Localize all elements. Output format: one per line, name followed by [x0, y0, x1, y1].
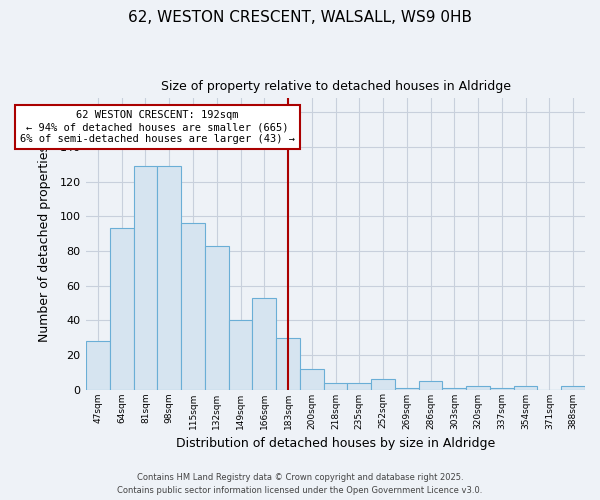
Bar: [229, 320, 253, 390]
X-axis label: Distribution of detached houses by size in Aldridge: Distribution of detached houses by size …: [176, 437, 495, 450]
Bar: [157, 166, 181, 390]
Bar: [395, 388, 419, 390]
Bar: [514, 386, 538, 390]
Y-axis label: Number of detached properties: Number of detached properties: [38, 146, 51, 342]
Bar: [490, 388, 514, 390]
Bar: [86, 341, 110, 390]
Title: Size of property relative to detached houses in Aldridge: Size of property relative to detached ho…: [161, 80, 511, 93]
Text: 62 WESTON CRESCENT: 192sqm
← 94% of detached houses are smaller (665)
6% of semi: 62 WESTON CRESCENT: 192sqm ← 94% of deta…: [20, 110, 295, 144]
Bar: [134, 166, 157, 390]
Bar: [371, 379, 395, 390]
Bar: [300, 368, 323, 390]
Bar: [276, 338, 300, 390]
Text: 62, WESTON CRESCENT, WALSALL, WS9 0HB: 62, WESTON CRESCENT, WALSALL, WS9 0HB: [128, 10, 472, 25]
Bar: [442, 388, 466, 390]
Bar: [419, 381, 442, 390]
Bar: [561, 386, 585, 390]
Bar: [253, 298, 276, 390]
Bar: [205, 246, 229, 390]
Text: Contains HM Land Registry data © Crown copyright and database right 2025.
Contai: Contains HM Land Registry data © Crown c…: [118, 473, 482, 495]
Bar: [323, 382, 347, 390]
Bar: [110, 228, 134, 390]
Bar: [181, 223, 205, 390]
Bar: [347, 382, 371, 390]
Bar: [466, 386, 490, 390]
